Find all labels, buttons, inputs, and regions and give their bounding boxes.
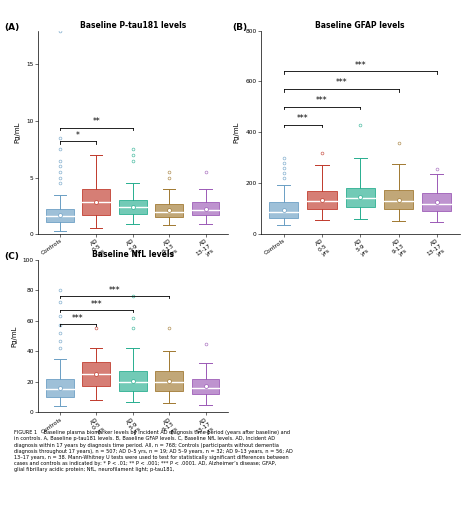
Bar bbox=[192, 379, 219, 394]
Text: ***: *** bbox=[109, 286, 120, 295]
Text: **: ** bbox=[92, 117, 100, 126]
Text: FIGURE 1    Baseline plasma biomarker levels by incident AD diagnosis time perio: FIGURE 1 Baseline plasma biomarker level… bbox=[14, 430, 293, 472]
Bar bbox=[192, 203, 219, 215]
Bar bbox=[422, 193, 451, 211]
Text: ***: *** bbox=[316, 96, 328, 105]
Text: *: * bbox=[76, 131, 80, 140]
Text: (C): (C) bbox=[5, 252, 19, 261]
Bar bbox=[346, 188, 375, 207]
Text: ***: *** bbox=[72, 314, 84, 323]
Bar bbox=[269, 202, 298, 218]
Bar bbox=[384, 190, 413, 209]
Bar bbox=[46, 379, 73, 397]
Bar bbox=[82, 189, 110, 215]
Bar bbox=[119, 371, 146, 391]
Y-axis label: Pg/mL: Pg/mL bbox=[234, 122, 240, 143]
Bar bbox=[119, 200, 146, 214]
Text: ***: *** bbox=[355, 61, 366, 70]
Title: Baseline P-tau181 levels: Baseline P-tau181 levels bbox=[80, 21, 186, 30]
Bar bbox=[119, 200, 146, 214]
Bar bbox=[82, 189, 110, 215]
Bar bbox=[46, 379, 73, 397]
Bar bbox=[269, 202, 298, 218]
Bar bbox=[422, 193, 451, 211]
Bar bbox=[346, 188, 375, 207]
Bar bbox=[82, 362, 110, 386]
Bar bbox=[308, 191, 337, 209]
Title: Baseline GFAP levels: Baseline GFAP levels bbox=[316, 21, 405, 30]
Bar bbox=[155, 371, 183, 391]
Y-axis label: Pg/mL: Pg/mL bbox=[11, 325, 17, 347]
Bar bbox=[82, 362, 110, 386]
Text: (A): (A) bbox=[5, 23, 20, 32]
Text: ***: *** bbox=[335, 78, 347, 88]
Bar bbox=[155, 204, 183, 217]
Bar bbox=[46, 209, 73, 222]
Text: ***: *** bbox=[91, 300, 102, 309]
Bar bbox=[192, 379, 219, 394]
Text: ***: *** bbox=[297, 114, 309, 123]
Bar bbox=[308, 191, 337, 209]
Bar bbox=[192, 203, 219, 215]
Bar bbox=[155, 371, 183, 391]
Title: Baseline NfL levels: Baseline NfL levels bbox=[92, 250, 173, 259]
Y-axis label: Pg/mL: Pg/mL bbox=[15, 122, 21, 143]
Text: (B): (B) bbox=[232, 23, 247, 32]
Bar bbox=[119, 371, 146, 391]
Bar bbox=[46, 209, 73, 222]
Bar bbox=[384, 190, 413, 209]
Bar bbox=[155, 204, 183, 217]
